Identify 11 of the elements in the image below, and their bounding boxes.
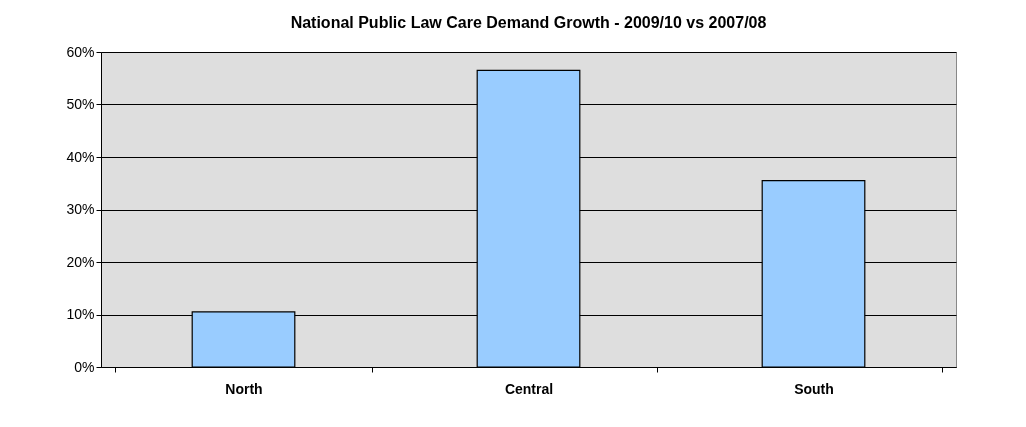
y-tick-label: 10% [66,306,95,322]
x-tick-label: North [225,380,263,397]
chart-title: National Public Law Care Demand Growth - 2009/10 vs 2007/08 [290,14,767,31]
y-tick-label: 0% [74,358,95,375]
y-tick-label: 20% [66,253,95,270]
y-tick-label: 30% [66,201,95,217]
y-tick-label: 60% [66,43,95,60]
y-tick-label: 50% [66,96,95,112]
x-tick-label: South [794,380,834,397]
x-tick-label: Central [504,380,554,397]
y-tick-label: 40% [66,148,95,165]
